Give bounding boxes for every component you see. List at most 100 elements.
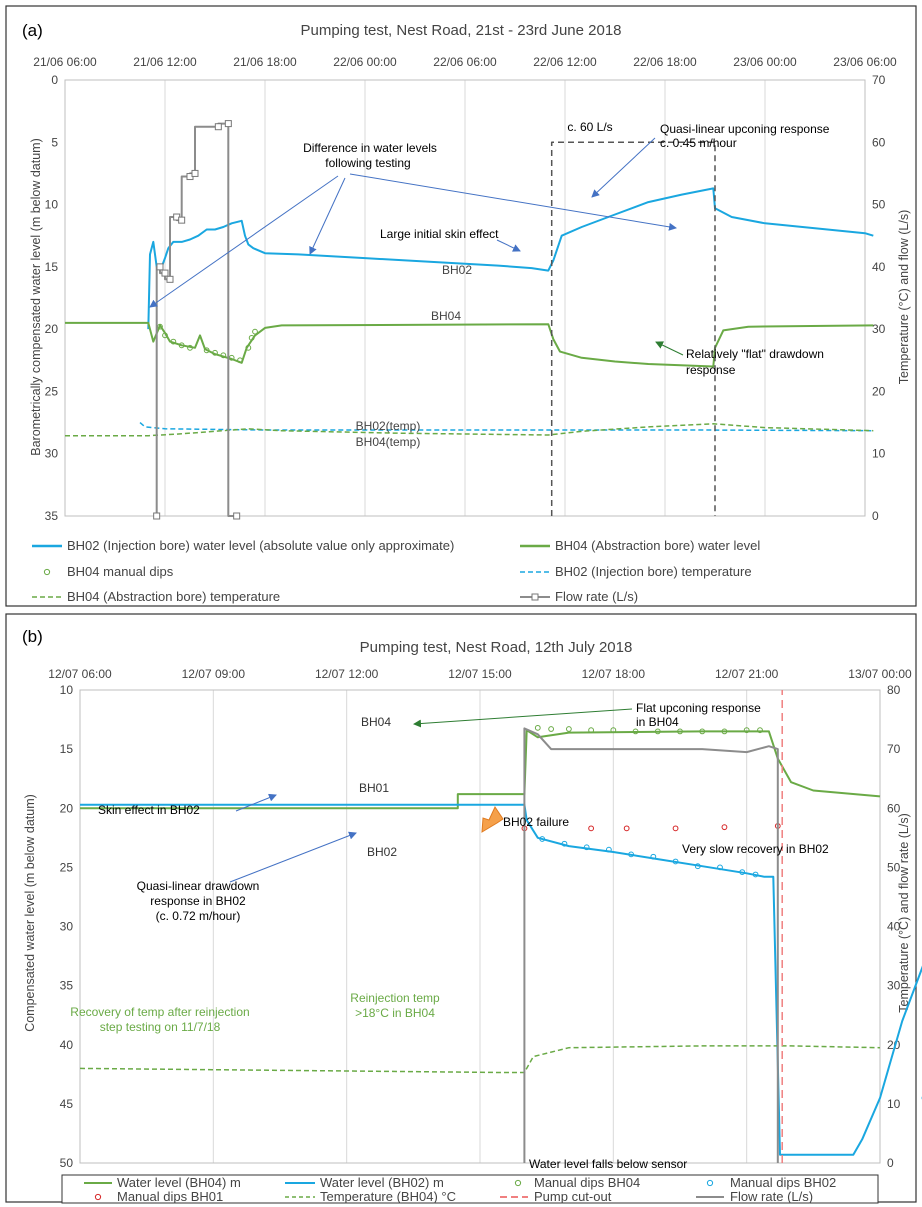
series-b-4-point <box>672 825 679 832</box>
y-left-tick-label: 25 <box>60 860 74 874</box>
y-left-tick-label: 5 <box>51 135 58 149</box>
y-left-tick-label: 20 <box>60 801 74 815</box>
y-right-tick-label: 0 <box>887 1156 894 1170</box>
y-left-tick-label: 20 <box>45 322 59 336</box>
y-left-tick-label: 45 <box>60 1097 74 1111</box>
y-left-tick-label: 15 <box>45 260 59 274</box>
series-b-3-point <box>739 869 746 876</box>
panel-b-ylabel-right: Temperature (°C) and flow rate (L/s) <box>897 813 911 1013</box>
x-tick-label: 22/06 06:00 <box>433 55 497 69</box>
annot-recovery-temp-line2: step testing on 11/7/18 <box>100 1020 221 1034</box>
plot-area-frame <box>64 79 866 517</box>
series-a-5-marker <box>233 512 241 520</box>
series-a-5-marker <box>166 275 174 283</box>
x-tick-label: 22/06 00:00 <box>333 55 397 69</box>
annot-reinjection-line2: >18°C in BH04 <box>355 1006 435 1020</box>
annot-upconing-line1: Quasi-linear upconing response <box>660 122 830 136</box>
series-b-3-point <box>539 836 546 842</box>
series-b-2-point <box>721 728 728 735</box>
x-tick-label: 12/07 21:00 <box>715 667 779 681</box>
series-b-2-point <box>565 726 572 732</box>
plot-area-frame <box>79 689 881 1164</box>
annot-b-bh01: BH01 <box>359 781 389 795</box>
series-b-2-point <box>677 728 683 735</box>
legend-b-dips-bh02: Manual dips BH02 <box>730 1175 836 1190</box>
x-tick-label: 22/06 12:00 <box>533 55 597 69</box>
y-left-tick-label: 30 <box>45 447 59 461</box>
legend-a-bh02-level: BH02 (Injection bore) water level (absol… <box>67 538 454 553</box>
annot-bh04temp: BH04(temp) <box>356 435 421 449</box>
x-tick-label: 13/07 00:00 <box>848 667 912 681</box>
series-a-2-point <box>170 338 177 345</box>
annot-bh02-label: BH02 <box>442 263 472 277</box>
annot-reinjection-line1: Reinjection temp <box>350 991 440 1005</box>
panel-b-annotations: Flat upconing response in BH04 BH04 BH01… <box>70 701 829 1171</box>
panel-b-series <box>79 690 922 1163</box>
annot-bh02temp: BH02(temp) <box>356 419 421 433</box>
y-right-tick-label: 30 <box>872 322 886 336</box>
series-b-3-point <box>717 864 723 871</box>
series-a-6-line <box>550 141 716 516</box>
annot-difference-line2: following testing <box>325 156 410 170</box>
series-a-4-line <box>65 423 874 437</box>
series-a-2-point <box>203 347 210 354</box>
series-a-5-marker <box>153 512 161 520</box>
legend-a-bh04-level: BH04 (Abstraction bore) water level <box>555 538 760 553</box>
y-left-tick-label: 40 <box>60 1038 74 1052</box>
x-tick-label: 23/06 06:00 <box>833 55 897 69</box>
legend-a-bh04-dips: BH04 manual dips <box>67 564 174 579</box>
series-b-2-point <box>699 728 706 735</box>
series-b-3-point <box>583 844 590 851</box>
y-right-tick-label: 70 <box>887 742 901 756</box>
legend-b-dips-bh04: Manual dips BH04 <box>534 1175 640 1190</box>
series-b-4-point <box>721 824 728 831</box>
series-b-2-point <box>632 728 639 735</box>
annot-upconing-line2: c. 0.45 m/hour <box>660 136 737 150</box>
panel-b-label: (b) <box>22 627 43 646</box>
series-a-5-marker <box>191 169 199 177</box>
y-right-tick-label: 50 <box>872 198 886 212</box>
y-left-tick-label: 15 <box>60 742 74 756</box>
annot-flat-line1: Relatively "flat" drawdown <box>686 347 824 361</box>
annot-bh04-label: BH04 <box>431 309 461 323</box>
series-b-2-point <box>610 727 617 734</box>
panel-b-axes: 12/07 06:00 12/07 09:00 12/07 12:00 12/07 1… <box>48 667 912 1170</box>
y-right-tick-label: 30 <box>887 979 901 993</box>
y-left-tick-label: 30 <box>60 920 74 934</box>
panel-b: (b) Pumping test, Nest Road, 12th July 2… <box>5 613 922 1204</box>
y-right-tick-label: 70 <box>872 73 886 87</box>
series-b-4-point <box>623 825 630 832</box>
series-a-2-point <box>248 334 255 341</box>
annot-b-bh04: BH04 <box>361 715 391 729</box>
annot-flat-upconing-line1: Flat upconing response <box>636 701 761 715</box>
x-tick-label: 12/07 15:00 <box>448 667 512 681</box>
legend-b-temp: Temperature (BH04) °C <box>320 1189 456 1204</box>
panel-a-ylabel-right: Temperature (°C) and flow (L/s) <box>897 210 911 385</box>
legend-b-dips-bh01: Manual dips BH01 <box>117 1189 223 1204</box>
annot-drawdown-line2: response in BH02 <box>150 894 246 908</box>
x-tick-label: 21/06 06:00 <box>33 55 97 69</box>
x-tick-label: 12/07 06:00 <box>48 667 112 681</box>
panel-b-title: Pumping test, Nest Road, 12th July 2018 <box>360 639 633 656</box>
series-b-2-point <box>757 727 763 734</box>
legend-b-bh04-level: Water level (BH04) m <box>117 1175 241 1190</box>
series-a-5-marker <box>178 216 186 224</box>
legend-b-flow: Flow rate (L/s) <box>730 1189 813 1204</box>
panel-b-legend: Water level (BH04) m Water level (BH02) … <box>61 1174 879 1204</box>
y-left-tick-label: 50 <box>60 1156 74 1170</box>
series-a-2-point <box>220 352 227 359</box>
series-b-0-line <box>80 729 881 810</box>
series-a-1-line <box>65 321 874 368</box>
annot-skin-bh02: Skin effect in BH02 <box>98 803 200 817</box>
series-a-2-point <box>245 344 252 351</box>
y-right-tick-label: 10 <box>887 1097 901 1111</box>
y-right-tick-label: 60 <box>872 135 886 149</box>
y-right-tick-label: 40 <box>887 920 901 934</box>
series-a-2-point <box>178 342 185 349</box>
legend-a-flow: Flow rate (L/s) <box>555 589 638 604</box>
panel-a-series <box>65 120 874 520</box>
panel-a-legend: BH02 (Injection bore) water level (absol… <box>32 538 760 604</box>
series-a-2-point <box>237 357 243 364</box>
series-a-2-point <box>252 328 258 335</box>
